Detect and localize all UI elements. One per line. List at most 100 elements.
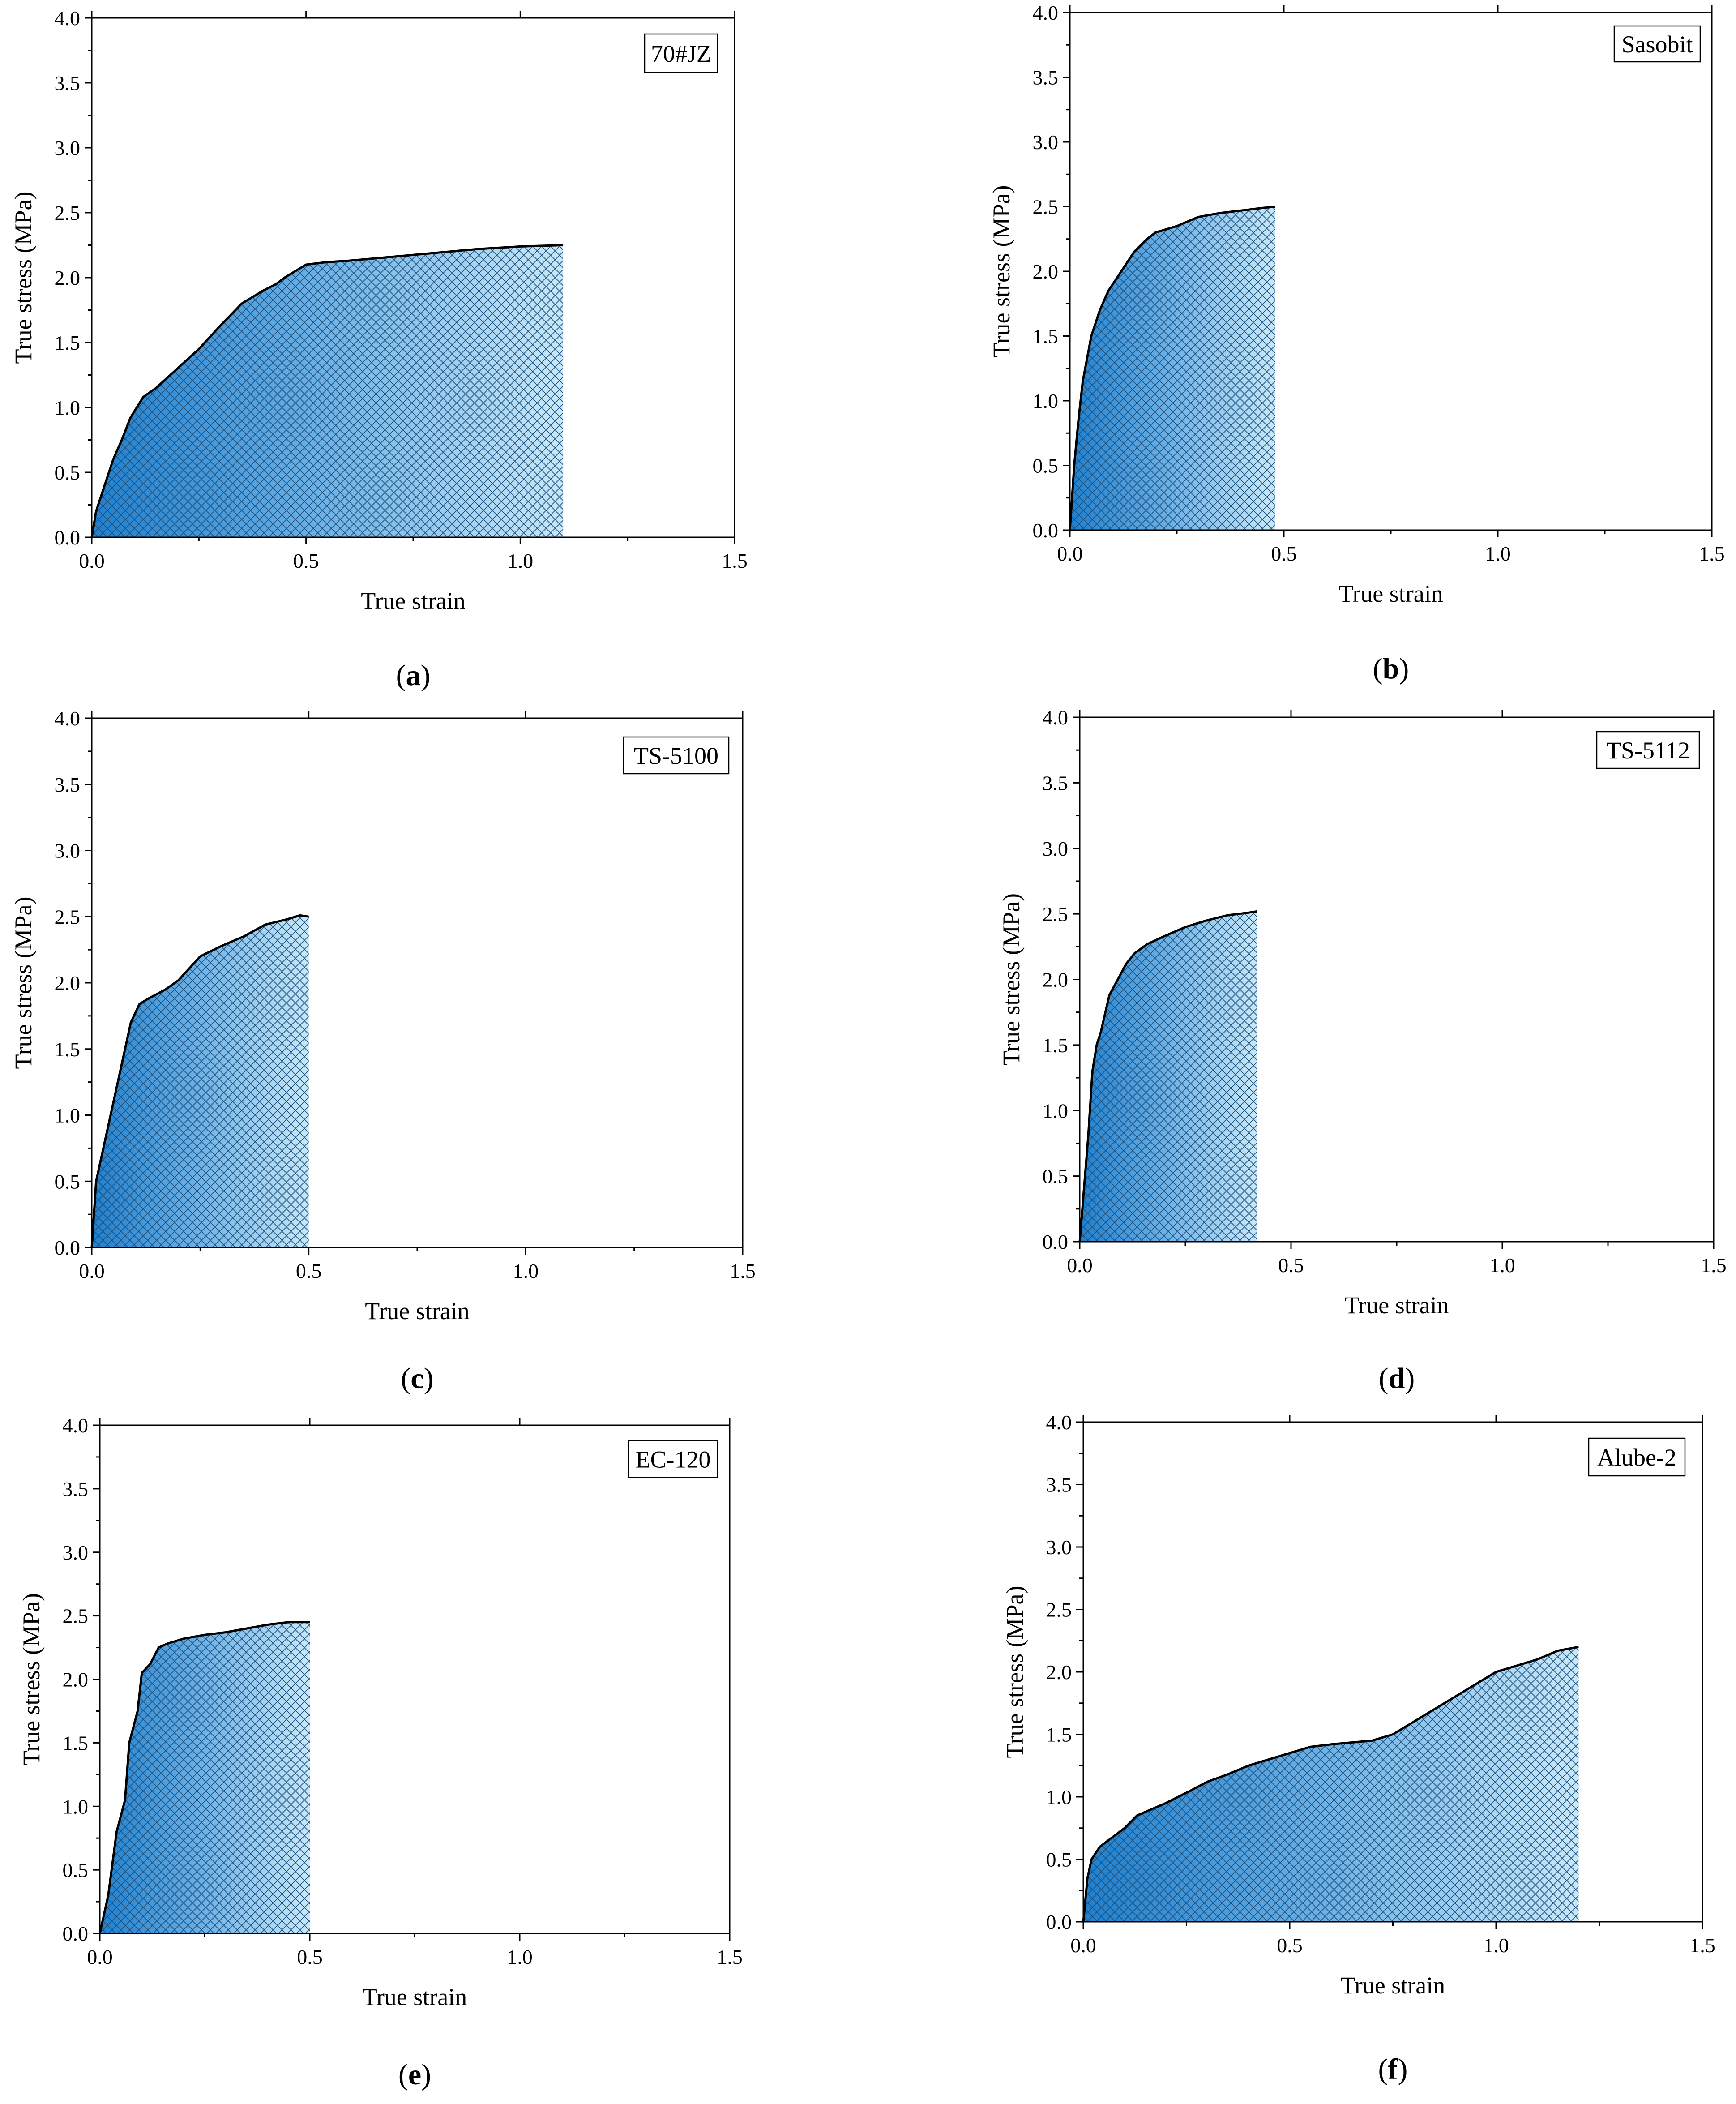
- y-tick-label-d: 0.0: [1043, 1230, 1069, 1253]
- y-axis-label-c: True stress (MPa): [10, 896, 37, 1069]
- legend-label-a: 70#JZ: [651, 40, 711, 67]
- legend-label-b: Sasobit: [1621, 31, 1693, 58]
- area-hatch-a: [92, 245, 564, 537]
- y-tick-label-a: 3.0: [55, 137, 81, 159]
- y-tick-label-d: 1.0: [1043, 1099, 1069, 1122]
- area-hatch-b: [1070, 206, 1275, 530]
- chart-panel-d: 0.0 0.5 1.0 1.5 0.0 0.5 1.0 1.5 2.0 2.5 3.0 3.5 4.0 T…: [998, 706, 1727, 1395]
- x-tick-label-a: 0.5: [293, 549, 319, 572]
- y-tick-label-c: 3.5: [55, 773, 81, 796]
- y-axis-label-b: True stress (MPa): [988, 185, 1015, 357]
- x-tick-label-e: 1.0: [507, 1945, 533, 1968]
- y-tick-label-b: 2.5: [1033, 196, 1059, 219]
- y-tick-label-c: 2.5: [55, 905, 81, 928]
- y-tick-label-e: 0.5: [63, 1859, 89, 1881]
- x-axis-label-e: True strain: [363, 1984, 467, 2010]
- legend-box-b: [1613, 25, 1701, 63]
- y-tick-label-f: 0.0: [1046, 1911, 1072, 1933]
- x-tick-label-c: 1.0: [513, 1260, 539, 1282]
- y-tick-label-a: 1.0: [55, 396, 81, 419]
- x-tick-label-c: 1.5: [730, 1260, 756, 1282]
- stress-strain-curve-f: [1082, 1645, 1579, 1922]
- y-tick-label-c: 0.0: [55, 1236, 81, 1259]
- x-tick-label-d: 1.0: [1489, 1254, 1515, 1277]
- y-tick-label-d: 3.0: [1043, 837, 1069, 860]
- x-tick-label-e: 0.5: [297, 1945, 323, 1968]
- y-tick-label-f: 2.0: [1046, 1661, 1072, 1684]
- chart-panel-c: 0.0 0.5 1.0 1.5 0.0 0.5 1.0 1.5 2.0 2.5 3.0 3.5 4.0 T…: [10, 707, 756, 1395]
- y-tick-label-f: 3.0: [1046, 1536, 1072, 1559]
- chart-panel-b: 0.0 0.5 1.0 1.5 0.0 0.5 1.0 1.5 2.0 2.5 3.0 3.5 4.0 T…: [988, 1, 1725, 685]
- x-tick-label-d: 0.5: [1278, 1254, 1304, 1277]
- y-tick-label-e: 4.0: [63, 1414, 89, 1437]
- x-tick-label-c: 0.0: [79, 1260, 105, 1282]
- y-tick-label-a: 1.5: [55, 331, 81, 354]
- y-tick-label-a: 0.0: [55, 526, 81, 549]
- y-tick-label-c: 3.0: [55, 840, 81, 862]
- panel-caption-e: (e): [398, 2058, 431, 2091]
- y-axis-label-d: True stress (MPa): [998, 893, 1025, 1066]
- y-tick-label-b: 0.5: [1033, 454, 1059, 477]
- x-tick-label-b: 0.0: [1057, 542, 1083, 565]
- x-tick-label-b: 0.5: [1271, 542, 1297, 565]
- stress-strain-curve-a: [90, 244, 564, 538]
- y-tick-label-f: 0.5: [1046, 1848, 1072, 1871]
- panel-caption-b: (b): [1373, 652, 1409, 685]
- y-tick-label-d: 1.5: [1043, 1034, 1069, 1057]
- x-axis-label-d: True strain: [1344, 1292, 1449, 1319]
- y-tick-label-d: 2.0: [1043, 968, 1069, 991]
- y-tick-label-f: 4.0: [1046, 1411, 1072, 1434]
- x-axis-label-b: True strain: [1338, 580, 1443, 607]
- legend-label-d: TS-5112: [1606, 737, 1690, 764]
- y-tick-label-e: 1.5: [63, 1731, 89, 1754]
- y-tick-label-b: 1.5: [1033, 325, 1059, 348]
- panel-caption-f: (f): [1378, 2053, 1408, 2086]
- stress-strain-curve-c: [90, 914, 309, 1248]
- x-axis-label-f: True strain: [1341, 1972, 1445, 1999]
- x-tick-label-e: 0.0: [87, 1945, 113, 1968]
- x-tick-label-b: 1.5: [1699, 542, 1725, 565]
- legend-label-c: TS-5100: [634, 742, 718, 769]
- y-tick-label-c: 1.0: [55, 1104, 81, 1127]
- y-tick-label-d: 0.5: [1043, 1165, 1069, 1188]
- stress-strain-curve-e: [98, 1621, 310, 1934]
- panel-caption-c: (c): [401, 1362, 433, 1395]
- y-tick-label-a: 2.5: [55, 201, 81, 224]
- y-tick-label-b: 4.0: [1033, 1, 1059, 24]
- x-tick-label-a: 0.0: [79, 549, 105, 572]
- x-tick-label-a: 1.0: [508, 549, 534, 572]
- y-tick-label-c: 2.0: [55, 972, 81, 994]
- y-tick-label-d: 2.5: [1043, 903, 1069, 926]
- y-tick-label-e: 1.0: [63, 1795, 89, 1818]
- y-tick-label-a: 2.0: [55, 266, 81, 289]
- x-tick-label-b: 1.0: [1485, 542, 1511, 565]
- area-hatch-d: [1080, 911, 1257, 1242]
- legend-box-d: [1596, 731, 1700, 769]
- x-tick-label-e: 1.5: [717, 1945, 743, 1968]
- y-tick-label-e: 2.5: [63, 1605, 89, 1628]
- y-axis-label-e: True stress (MPa): [18, 1593, 45, 1765]
- x-tick-label-f: 1.0: [1483, 1934, 1509, 1957]
- stress-strain-curve-d: [1078, 910, 1257, 1242]
- legend-box-a: [644, 33, 718, 73]
- x-tick-label-a: 1.5: [722, 549, 748, 572]
- y-tick-label-b: 0.0: [1033, 519, 1059, 542]
- y-tick-label-b: 2.0: [1033, 260, 1059, 283]
- y-axis-label-f: True stress (MPa): [1001, 1585, 1028, 1758]
- x-tick-label-f: 1.5: [1689, 1934, 1715, 1957]
- legend-box-c: [623, 736, 730, 775]
- chart-panel-f: 0.0 0.5 1.0 1.5 0.0 0.5 1.0 1.5 2.0 2.5 3.0 3.5 4.0 T…: [1001, 1411, 1715, 2086]
- y-tick-label-a: 3.5: [55, 72, 81, 94]
- x-tick-label-f: 0.0: [1070, 1934, 1096, 1957]
- y-tick-label-b: 1.0: [1033, 390, 1059, 412]
- panel-caption-a: (a): [396, 659, 431, 692]
- y-axis-label-a: True stress (MPa): [10, 191, 37, 364]
- legend-label-e: EC-120: [636, 1446, 711, 1473]
- y-tick-label-d: 3.5: [1043, 771, 1069, 794]
- y-tick-label-f: 1.5: [1046, 1723, 1072, 1746]
- x-axis-label-c: True strain: [365, 1298, 470, 1324]
- y-tick-label-e: 0.0: [63, 1922, 89, 1945]
- y-tick-label-a: 4.0: [55, 7, 81, 30]
- legend-box-f: [1588, 1437, 1686, 1477]
